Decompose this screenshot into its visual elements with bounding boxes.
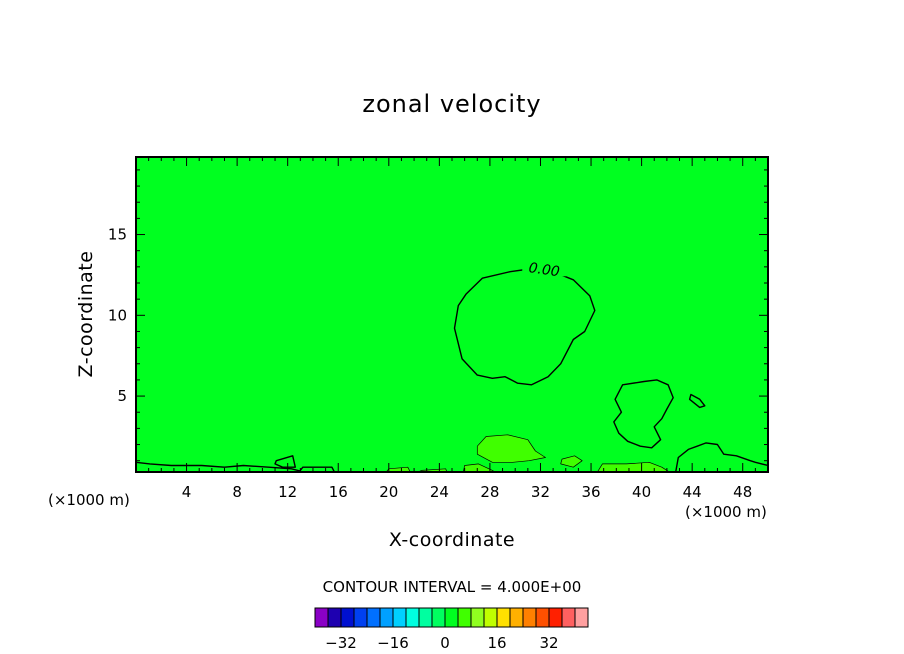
chart-title: zonal velocity bbox=[362, 90, 541, 118]
x-unit-label-right: (×1000 m) bbox=[685, 503, 767, 521]
colorbar-swatch bbox=[535, 607, 550, 628]
y-axis: 5 10 15 bbox=[108, 169, 768, 462]
x-tick-label: 8 bbox=[232, 483, 242, 501]
colorbar-swatch bbox=[418, 607, 433, 628]
plot-field: 0.00 bbox=[136, 157, 768, 472]
x-tick-label: 48 bbox=[733, 483, 752, 501]
colorbar-swatch bbox=[496, 607, 511, 628]
contour-interval-label: CONTOUR INTERVAL = 4.000E+00 bbox=[323, 578, 582, 596]
colorbar-swatch bbox=[574, 607, 589, 628]
colorbar-swatch bbox=[392, 607, 407, 628]
colorbar-swatch bbox=[327, 607, 342, 628]
colorbar-tick-label: 16 bbox=[487, 634, 506, 652]
small-negative-loop bbox=[274, 455, 296, 468]
colorbar-swatch bbox=[379, 607, 394, 628]
colorbar-swatch bbox=[431, 607, 446, 628]
right-base-negative-region bbox=[675, 442, 768, 472]
colorbar-swatch bbox=[444, 607, 459, 628]
colorbar-tick-label: −16 bbox=[377, 634, 409, 652]
positive-patch-1 bbox=[476, 434, 546, 463]
y-tick-label: 5 bbox=[117, 387, 127, 405]
lower-negative-region bbox=[613, 379, 674, 449]
field-background bbox=[136, 157, 768, 472]
positive-patch-2 bbox=[560, 455, 583, 468]
contour-label-gap bbox=[522, 260, 567, 277]
colorbar-swatch bbox=[340, 607, 355, 628]
y-tick-label: 15 bbox=[108, 226, 127, 244]
colorbar-swatch bbox=[353, 607, 368, 628]
x-unit-label-left: (×1000 m) bbox=[48, 491, 130, 509]
colorbar-swatch bbox=[561, 607, 576, 628]
x-axis-label: X-coordinate bbox=[389, 529, 515, 551]
colorbar-swatch bbox=[548, 607, 563, 628]
colorbar-swatch bbox=[470, 607, 485, 628]
colorbar-swatch bbox=[522, 607, 537, 628]
colorbar-tick-label: 32 bbox=[539, 634, 558, 652]
x-tick-label: 32 bbox=[531, 483, 550, 501]
x-tick-label: 24 bbox=[430, 483, 449, 501]
colorbar-swatch bbox=[483, 607, 498, 628]
positive-patch-4 bbox=[597, 461, 670, 472]
colorbar-swatch bbox=[457, 607, 472, 628]
colorbar: −32 −16 0 16 32 bbox=[314, 607, 589, 652]
x-tick-label: 4 bbox=[182, 483, 192, 501]
x-tick-label: 20 bbox=[379, 483, 398, 501]
y-axis-label: Z-coordinate bbox=[75, 251, 97, 378]
colorbar-swatch bbox=[366, 607, 381, 628]
y-tick-label: 10 bbox=[108, 306, 127, 324]
x-axis: 4 8 12 16 20 24 28 32 36 40 44 48 bbox=[148, 157, 756, 501]
x-tick-label: 44 bbox=[683, 483, 702, 501]
colorbar-swatch bbox=[405, 607, 420, 628]
x-tick-label: 16 bbox=[329, 483, 348, 501]
x-tick-label: 40 bbox=[632, 483, 651, 501]
colorbar-tick-label: −32 bbox=[325, 634, 357, 652]
x-tick-label: 12 bbox=[278, 483, 297, 501]
contour-value-label: 0.00 bbox=[528, 260, 561, 280]
small-negative-blob bbox=[688, 393, 706, 409]
x-tick-label: 28 bbox=[480, 483, 499, 501]
colorbar-swatch bbox=[314, 607, 329, 628]
colorbar-tick-label: 0 bbox=[440, 634, 450, 652]
positive-patch-5 bbox=[385, 466, 411, 472]
positive-patch-3 bbox=[463, 463, 496, 472]
x-tick-label: 36 bbox=[581, 483, 600, 501]
colorbar-swatch bbox=[509, 607, 524, 628]
